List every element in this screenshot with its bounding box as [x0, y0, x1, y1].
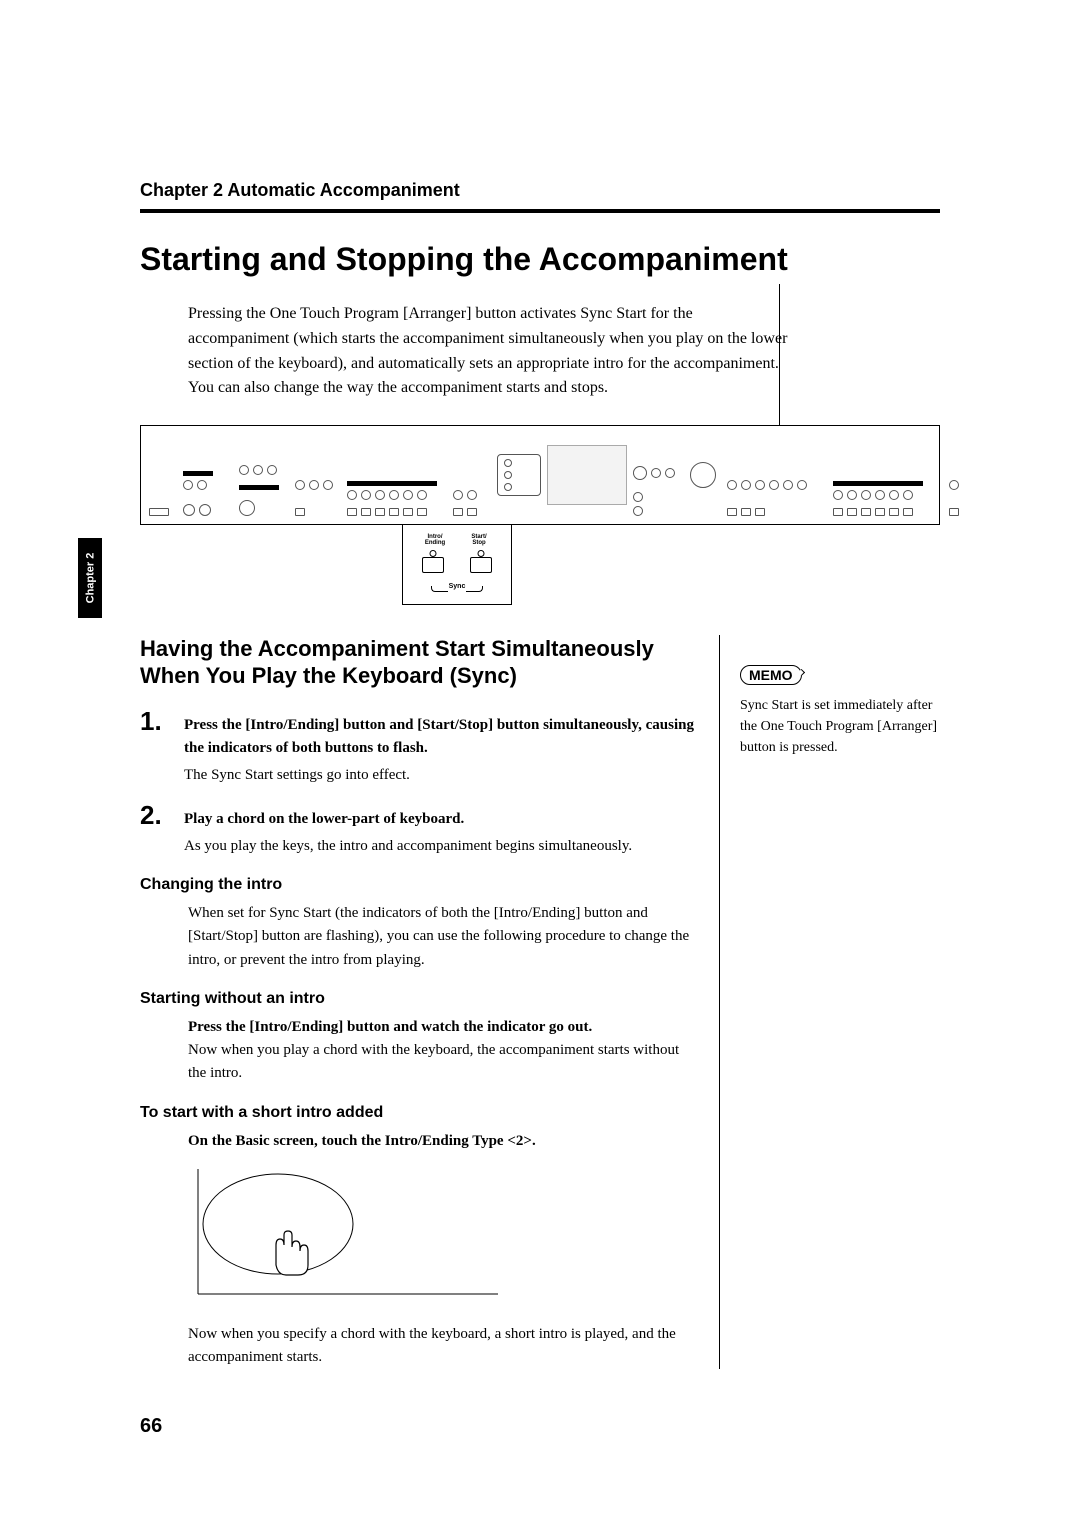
- step-1-instruction: Press the [Intro/Ending] button and [Sta…: [184, 717, 694, 756]
- memo-badge: MEMO: [740, 665, 802, 685]
- memo-text: Sync Start is set immediately after the …: [740, 695, 940, 758]
- changing-intro-text: When set for Sync Start (the indicators …: [188, 902, 699, 972]
- short-intro-instruction: On the Basic screen, touch the Intro/End…: [188, 1130, 699, 1153]
- step-2-instruction: Play a chord on the lower-part of keyboa…: [184, 811, 464, 827]
- touch-screen-figure: [188, 1169, 699, 1309]
- callout-label-start-stop: Start/ Stop: [464, 534, 494, 547]
- intro-paragraph: Pressing the One Touch Program [Arranger…: [188, 302, 940, 401]
- sync-buttons-callout: Intro/ Ending Start/ Stop Sync: [402, 524, 512, 605]
- keyboard-panel-diagram: Intro/ Ending Start/ Stop Sync: [140, 425, 940, 605]
- callout-label-intro-ending: Intro/ Ending: [420, 534, 450, 547]
- start-stop-button-icon: [470, 557, 492, 573]
- short-intro-text: Now when you specify a chord with the ke…: [188, 1323, 699, 1370]
- intro-ending-button-icon: [422, 557, 444, 573]
- without-intro-text: Now when you play a chord with the keybo…: [188, 1039, 699, 1086]
- section-heading-sync: Having the Accompaniment Start Simultane…: [140, 635, 699, 690]
- chapter-tab-label: Chapter 2: [84, 553, 96, 604]
- step-1: 1. Press the [Intro/Ending] button and […: [140, 708, 699, 788]
- sync-label: Sync: [439, 583, 476, 590]
- without-intro-instruction: Press the [Intro/Ending] button and watc…: [188, 1016, 699, 1039]
- page-title: Starting and Stopping the Accompaniment: [140, 241, 940, 278]
- step-1-result: The Sync Start settings go into effect.: [184, 764, 699, 787]
- subheading-short-intro: To start with a short intro added: [140, 1104, 699, 1122]
- chapter-tab: Chapter 2: [78, 538, 102, 618]
- header-rule: [140, 209, 940, 213]
- subheading-without-intro: Starting without an intro: [140, 990, 699, 1008]
- subheading-changing-intro: Changing the intro: [140, 876, 699, 894]
- step-2-result: As you play the keys, the intro and acco…: [184, 835, 632, 858]
- step-number: 2.: [140, 802, 174, 859]
- step-number: 1.: [140, 708, 174, 788]
- page-number: 66: [140, 1415, 162, 1438]
- chapter-header: Chapter 2 Automatic Accompaniment: [140, 180, 940, 201]
- step-2: 2. Play a chord on the lower-part of key…: [140, 802, 699, 859]
